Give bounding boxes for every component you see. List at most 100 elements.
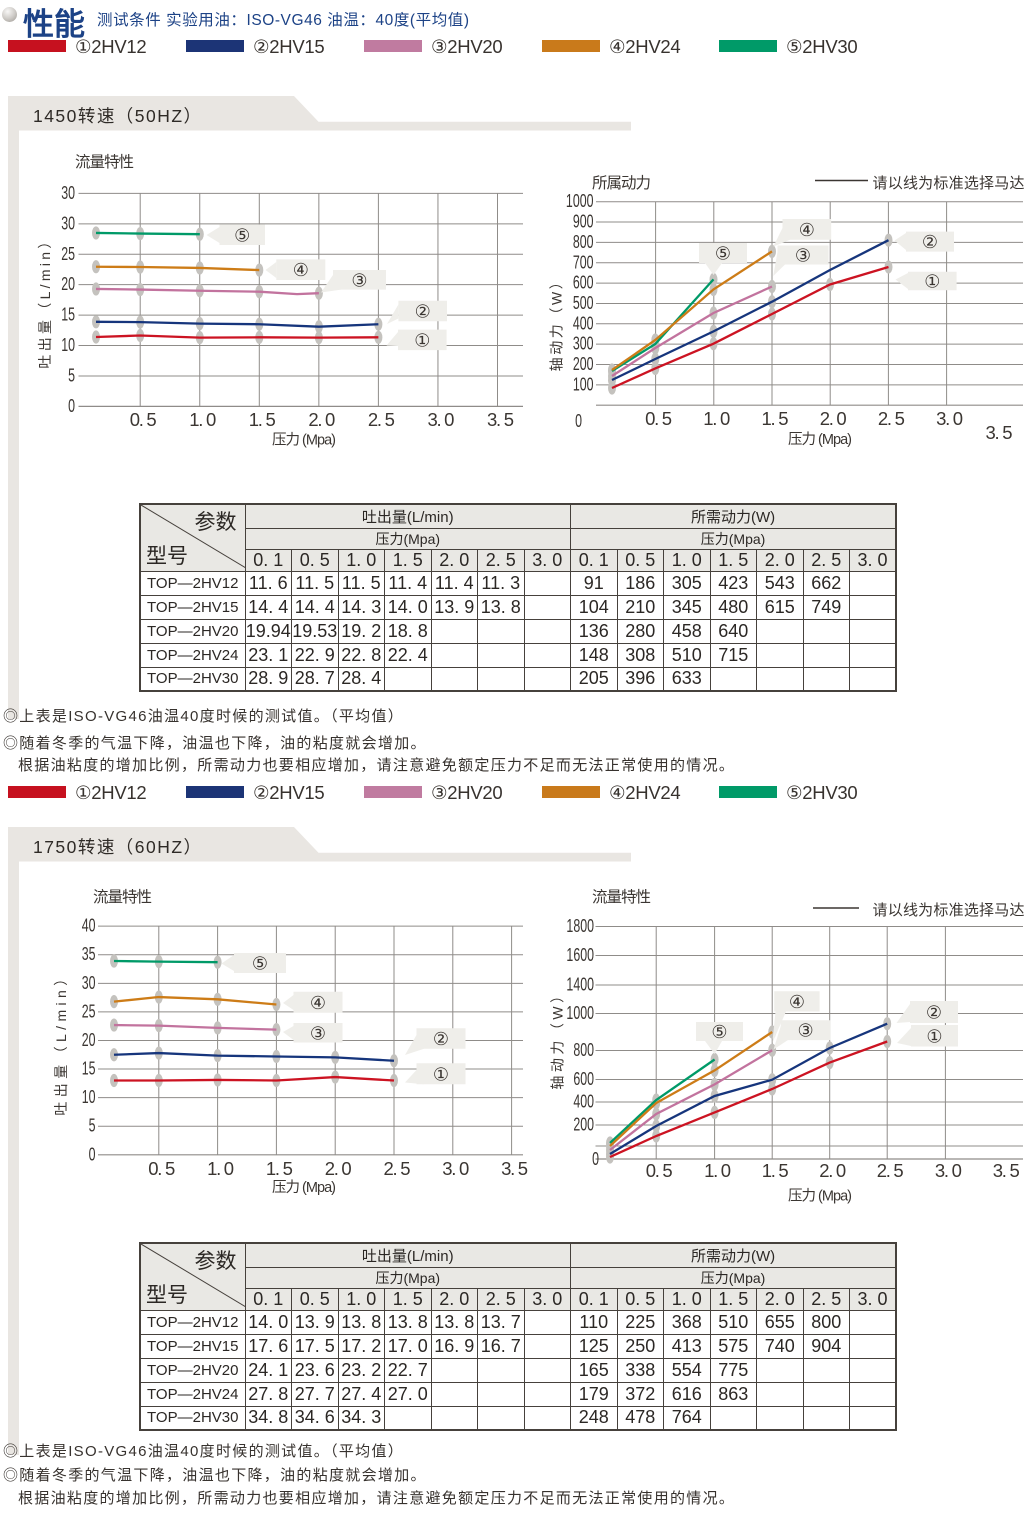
svg-text:2. 0: 2. 0 [308,409,335,430]
svg-text:⑤: ⑤ [715,244,731,264]
svg-text:1. 0: 1. 0 [189,409,216,430]
svg-text:2. 5: 2. 5 [384,1158,411,1179]
svg-text:600: 600 [573,1070,594,1090]
svg-text:2. 0: 2. 0 [819,1160,846,1181]
svg-text:流量特性: 流量特性 [93,888,152,906]
svg-text:1. 0: 1. 0 [704,1160,731,1181]
svg-text:300: 300 [573,334,594,354]
svg-text:0. 5: 0. 5 [148,1158,175,1179]
svg-text:15: 15 [82,1059,96,1079]
svg-text:15: 15 [61,305,75,325]
svg-text:2. 0: 2. 0 [325,1158,352,1179]
svg-text:1400: 1400 [566,975,594,995]
svg-text:25: 25 [82,1002,96,1022]
svg-text:①: ① [414,330,430,350]
svg-text:③: ③ [798,1021,814,1041]
svg-text:10: 10 [82,1088,96,1108]
svg-text:2. 5: 2. 5 [368,409,395,430]
svg-text:3. 0: 3. 0 [427,409,454,430]
svg-text:测试条件 实验用油：ISO-VG46 油温：40度(平均值): 测试条件 实验用油：ISO-VG46 油温：40度(平均值) [97,11,469,29]
svg-text:轴动力（W）: 轴动力（W） [549,273,565,372]
svg-text:②: ② [415,301,431,321]
svg-text:0: 0 [592,1150,599,1170]
svg-text:900: 900 [573,212,594,232]
svg-text:吐出量（L/min）: 吐出量（L/min） [53,967,69,1115]
svg-text:④: ④ [310,993,326,1013]
svg-text:吐出量（L/min）: 吐出量（L/min） [37,231,53,368]
svg-text:流量特性: 流量特性 [592,888,651,906]
svg-text:20: 20 [61,275,75,295]
svg-text:1. 5: 1. 5 [249,409,276,430]
svg-text:30: 30 [61,214,75,234]
svg-text:5: 5 [89,1116,96,1136]
svg-text:600: 600 [573,273,594,293]
svg-text:35: 35 [82,945,96,965]
svg-text:10: 10 [61,336,75,356]
svg-text:1. 0: 1. 0 [703,408,730,429]
svg-text:500: 500 [573,294,594,314]
svg-text:③: ③ [795,246,811,266]
svg-text:3. 0: 3. 0 [442,1158,469,1179]
svg-text:1. 5: 1. 5 [266,1158,293,1179]
svg-text:0: 0 [575,412,582,432]
svg-text:3. 5: 3. 5 [993,1160,1020,1181]
svg-text:0: 0 [68,397,75,417]
svg-text:压力 (Mpa): 压力 (Mpa) [788,431,852,448]
svg-text:400: 400 [573,1092,594,1112]
svg-text:轴动力（W）: 轴动力（W） [550,985,566,1089]
svg-text:3. 5: 3. 5 [501,1158,528,1179]
svg-text:②: ② [926,1003,942,1023]
svg-text:30: 30 [82,974,96,994]
svg-text:④: ④ [293,260,309,280]
svg-text:③: ③ [310,1023,326,1043]
svg-text:1000: 1000 [566,1004,594,1024]
svg-text:①: ① [926,1026,942,1046]
svg-text:800: 800 [573,233,594,253]
svg-text:流量特性: 流量特性 [75,153,134,171]
svg-text:3. 5: 3. 5 [487,409,514,430]
svg-text:②: ② [433,1029,449,1049]
svg-text:①: ① [433,1064,449,1084]
svg-text:⑤: ⑤ [234,225,250,245]
svg-text:200: 200 [573,1115,594,1135]
svg-text:800: 800 [573,1041,594,1061]
svg-text:20: 20 [82,1031,96,1051]
svg-text:1. 0: 1. 0 [207,1158,234,1179]
svg-text:2. 5: 2. 5 [877,1160,904,1181]
svg-text:⑤: ⑤ [252,954,268,974]
svg-text:1. 5: 1. 5 [762,1160,789,1181]
svg-text:200: 200 [573,355,594,375]
svg-text:压力 (Mpa): 压力 (Mpa) [788,1188,852,1205]
svg-text:1800: 1800 [566,917,594,937]
svg-text:压力 (Mpa): 压力 (Mpa) [272,1179,336,1196]
svg-text:1600: 1600 [566,946,594,966]
svg-text:1000: 1000 [566,192,594,212]
svg-text:所属动力: 所属动力 [592,174,651,192]
svg-text:1450转速（50HZ）: 1450转速（50HZ） [33,106,201,126]
svg-text:5: 5 [68,366,75,386]
svg-text:40: 40 [82,916,96,936]
svg-text:2. 0: 2. 0 [820,408,847,429]
svg-text:0: 0 [89,1145,96,1165]
svg-text:1. 5: 1. 5 [762,408,789,429]
svg-text:0. 5: 0. 5 [645,408,672,429]
svg-text:④: ④ [789,992,805,1012]
svg-text:1750转速（60HZ）: 1750转速（60HZ） [33,837,201,857]
svg-text:①: ① [924,272,940,292]
svg-text:3. 0: 3. 0 [935,1160,962,1181]
svg-text:④: ④ [799,220,815,240]
svg-text:2. 5: 2. 5 [878,408,905,429]
svg-text:请以线为标准选择马达: 请以线为标准选择马达 [873,902,1025,919]
svg-text:压力 (Mpa): 压力 (Mpa) [272,432,336,449]
svg-text:400: 400 [573,314,594,334]
svg-text:⑤: ⑤ [711,1022,727,1042]
svg-text:100: 100 [573,375,594,395]
svg-text:25: 25 [61,244,75,264]
svg-text:3. 5: 3. 5 [986,422,1013,443]
svg-text:请以线为标准选择马达: 请以线为标准选择马达 [873,175,1025,192]
svg-text:700: 700 [573,253,594,273]
svg-text:0. 5: 0. 5 [646,1160,673,1181]
svg-text:②: ② [922,232,938,252]
svg-text:3. 0: 3. 0 [936,408,963,429]
svg-text:0. 5: 0. 5 [130,409,157,430]
